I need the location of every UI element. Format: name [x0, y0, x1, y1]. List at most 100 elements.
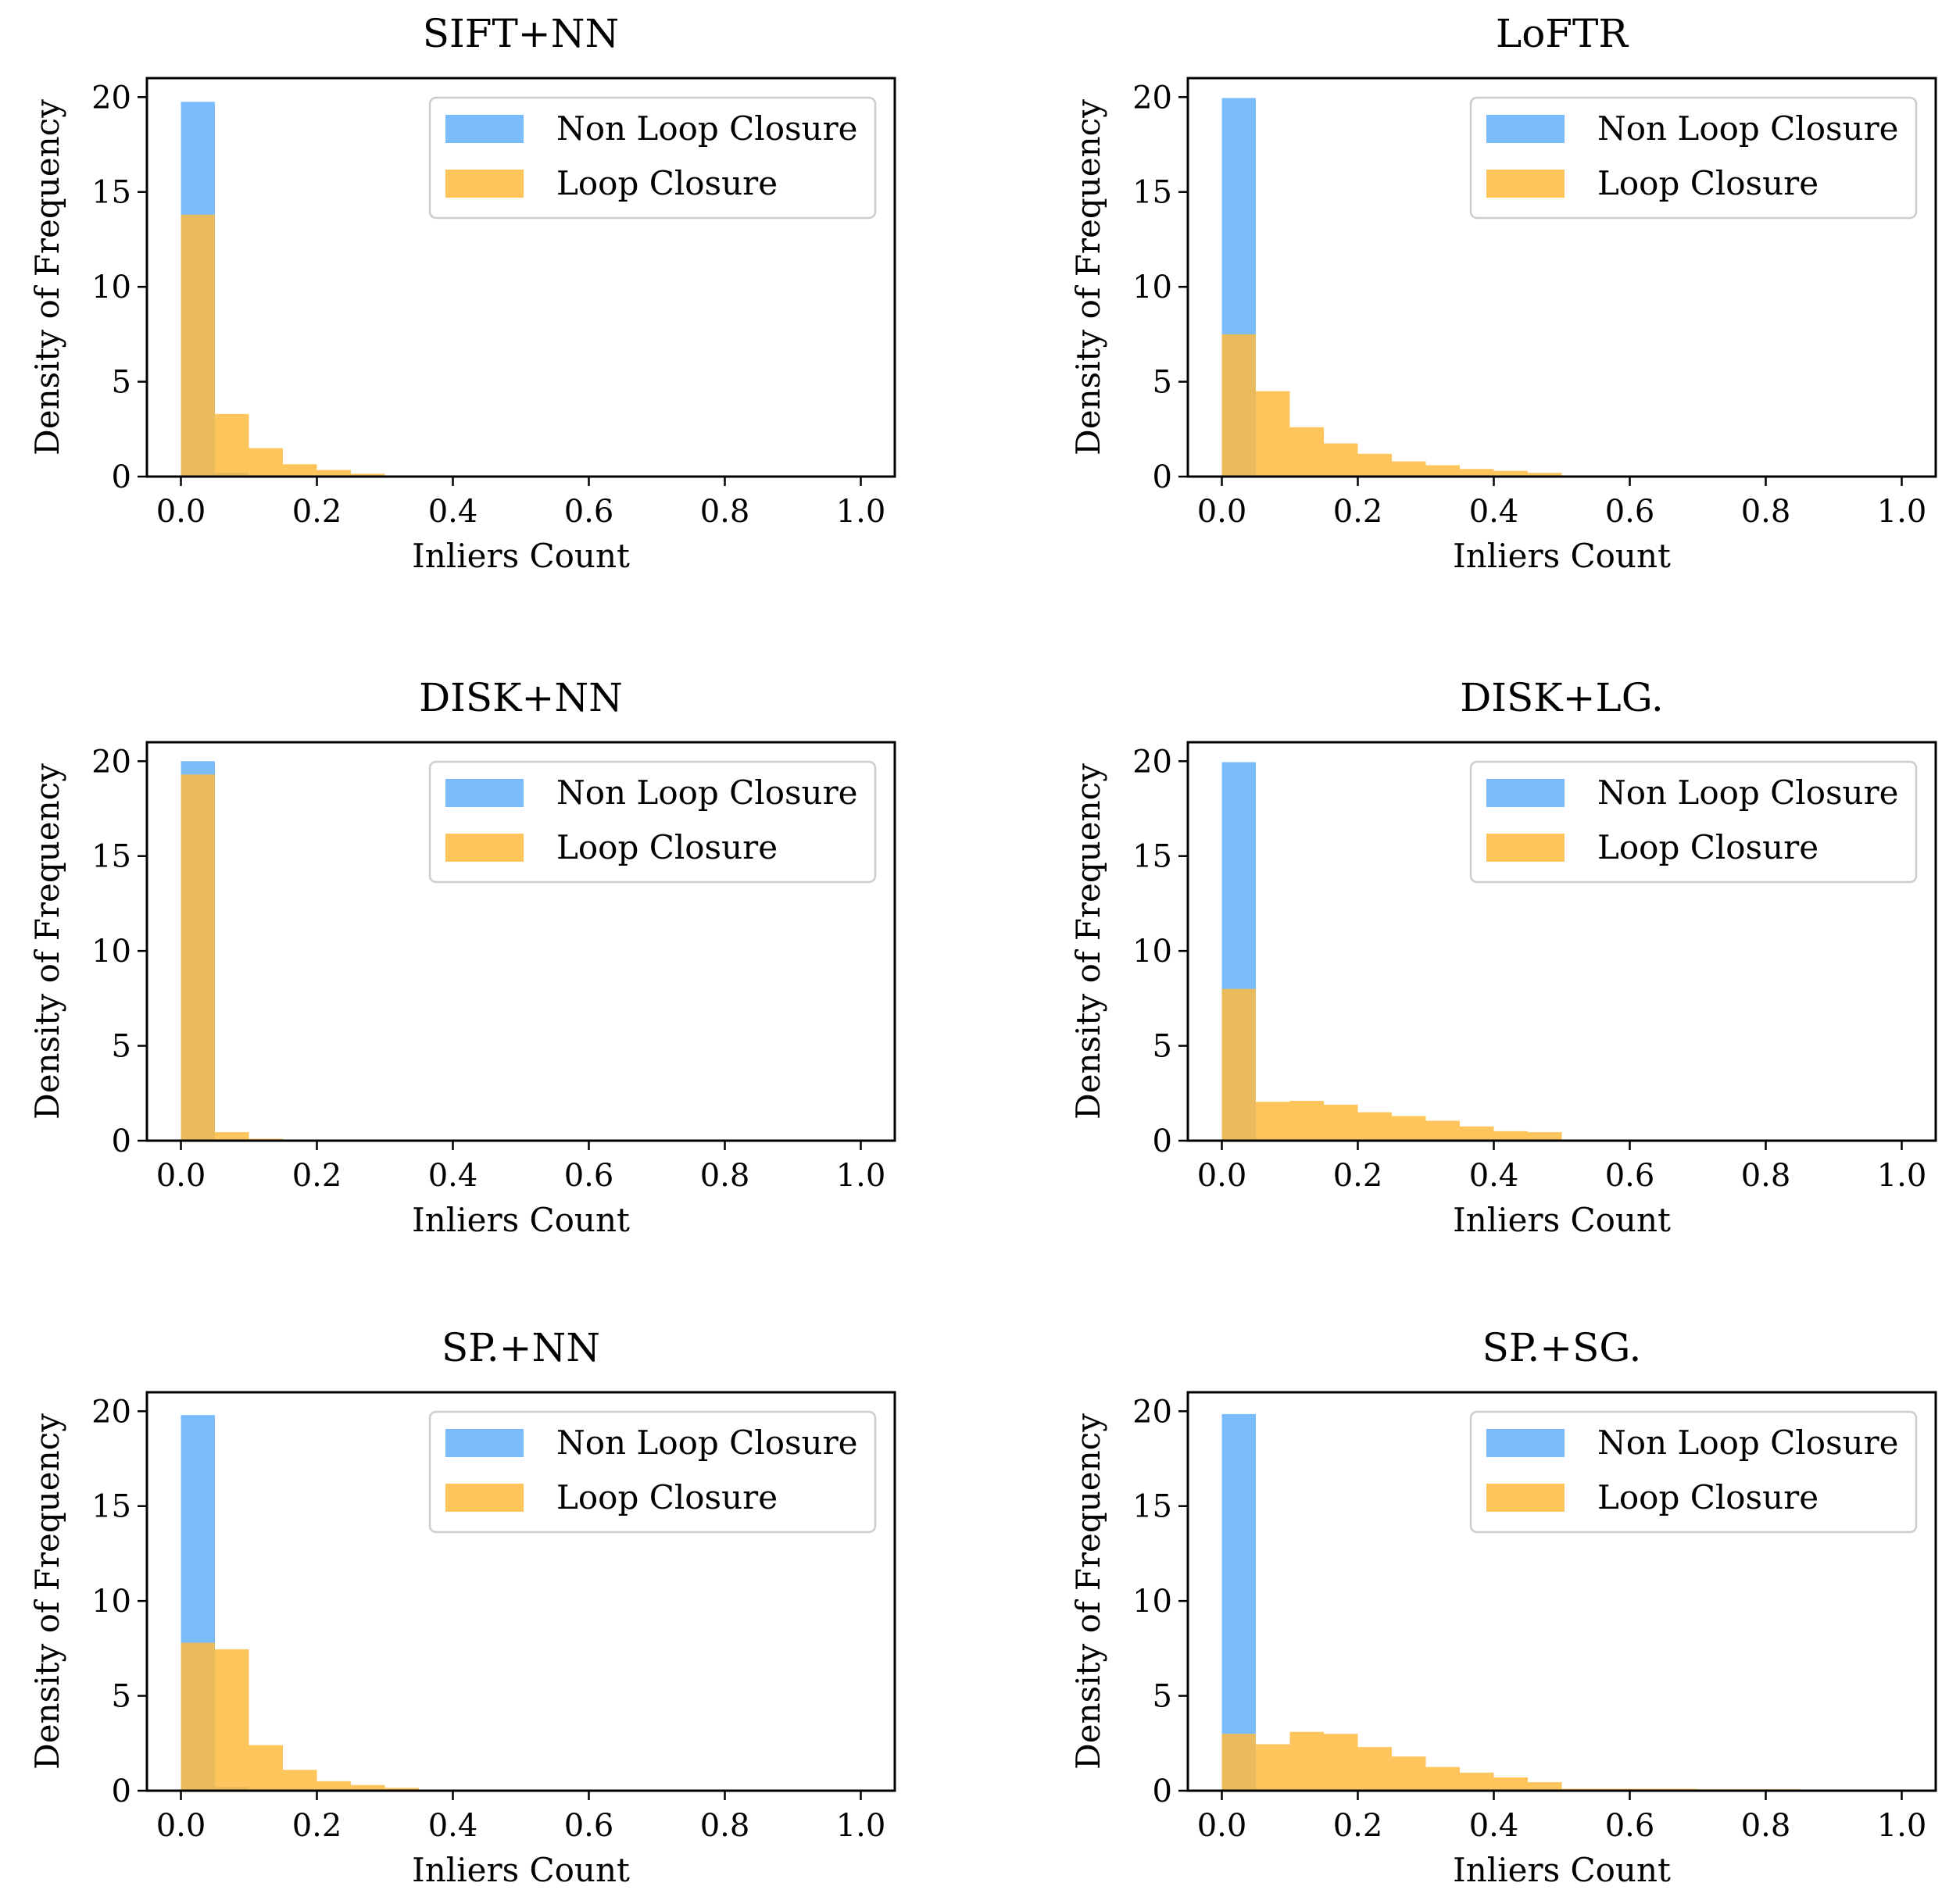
y-tick-label: 0	[1153, 1123, 1172, 1159]
legend-swatch	[445, 779, 524, 807]
legend-swatch	[445, 1484, 524, 1512]
y-tick-label: 20	[1132, 1394, 1172, 1430]
histogram-bar	[1256, 1102, 1290, 1141]
chart-panel: DISK+LG. 0.0 0.2 0.4 0.6 0.8 1.0 0 5 10 15 20 Inlier…	[1069, 675, 1937, 1239]
chart-panel: SP.+NN 0.0 0.2 0.4 0.6 0.8 1.0 0 5 10 15 20 Inliers …	[28, 1325, 896, 1889]
histogram-bar	[1221, 988, 1256, 1141]
histogram-bar	[215, 1132, 249, 1141]
legend-swatch	[1486, 834, 1565, 862]
x-tick-label: 0.6	[564, 1808, 614, 1844]
histogram-bar	[1324, 1734, 1358, 1791]
x-tick-label: 0.2	[292, 1158, 342, 1194]
x-tick-label: 0.8	[700, 1158, 750, 1194]
histogram-bar	[351, 1784, 385, 1791]
y-tick-label: 10	[91, 934, 131, 970]
x-tick-label: 0.8	[1741, 1158, 1791, 1194]
x-tick-label: 1.0	[836, 1808, 886, 1844]
legend-label: Non Loop Closure	[556, 773, 858, 812]
x-tick-label: 0.2	[1333, 1158, 1383, 1194]
series-loop-closure	[181, 1642, 453, 1791]
legend-swatch	[445, 834, 524, 862]
y-tick-label: 5	[112, 1029, 131, 1065]
legend-label: Non Loop Closure	[1597, 1424, 1899, 1462]
series-loop-closure	[1221, 334, 1562, 477]
series-loop-closure	[1221, 1731, 1902, 1791]
y-tick-label: 15	[1132, 1489, 1172, 1525]
y-tick-label: 0	[112, 1774, 131, 1809]
histogram-bar	[1460, 469, 1494, 477]
y-tick-label: 10	[91, 270, 131, 305]
legend-label: Non Loop Closure	[1597, 773, 1899, 812]
series-loop-closure	[1221, 988, 1902, 1141]
x-tick-label: 0.8	[1741, 494, 1791, 530]
legend-swatch	[1486, 1429, 1565, 1457]
plot-frame	[1186, 77, 1937, 478]
y-tick-label: 20	[91, 744, 131, 780]
x-tick-label: 0.6	[1605, 494, 1655, 530]
histogram-bar	[1528, 1782, 1562, 1791]
y-tick-label: 0	[1153, 1774, 1172, 1809]
legend-label: Loop Closure	[556, 828, 778, 866]
legend: Non Loop Closure Loop Closure	[428, 1410, 877, 1534]
legend-label: Loop Closure	[1597, 828, 1818, 866]
y-tick-label: 20	[1132, 744, 1172, 780]
plot-frame	[145, 1391, 896, 1792]
x-tick-label: 0.6	[1605, 1808, 1655, 1844]
histogram-bar	[1324, 443, 1358, 477]
x-tick-label: 1.0	[1877, 1158, 1927, 1194]
x-tick-label: 0.4	[428, 494, 478, 530]
y-tick-label: 10	[91, 1584, 131, 1620]
legend: Non Loop Closure Loop Closure	[1469, 1410, 1918, 1534]
legend-box	[428, 760, 877, 884]
legend-swatch	[445, 1429, 524, 1457]
histogram-bar	[215, 413, 249, 477]
x-tick-label: 1.0	[1877, 494, 1927, 530]
y-tick-label: 10	[1132, 270, 1172, 305]
x-tick-label: 0.2	[292, 494, 342, 530]
histogram-bar	[181, 214, 215, 477]
histogram-bar	[1392, 1756, 1426, 1791]
legend-label: Loop Closure	[1597, 164, 1818, 202]
histogram-bar	[1425, 1120, 1460, 1141]
chart-panel: DISK+NN 0.0 0.2 0.4 0.6 0.8 1.0 0 5 10 15 20 Inliers…	[28, 675, 896, 1239]
legend-swatch	[445, 115, 524, 143]
chart-title: DISK+NN	[419, 675, 623, 720]
y-tick-label: 15	[1132, 175, 1172, 211]
legend-swatch	[1486, 170, 1565, 198]
histogram-bar	[1493, 1777, 1528, 1791]
x-tick-label: 0.0	[156, 1808, 206, 1844]
chart-panel: SP.+SG. 0.0 0.2 0.4 0.6 0.8 1.0 0 5 10 15 20 Inliers…	[1069, 1325, 1937, 1889]
histogram-bar	[181, 774, 215, 1141]
x-tick-label: 0.4	[428, 1158, 478, 1194]
x-axis-label: Inliers Count	[412, 1201, 630, 1239]
x-tick-label: 0.4	[1469, 494, 1519, 530]
plot-frame	[1186, 741, 1937, 1142]
legend: Non Loop Closure Loop Closure	[428, 760, 877, 884]
histogram-bar	[1221, 1734, 1256, 1791]
legend-label: Loop Closure	[556, 164, 778, 202]
x-tick-label: 0.0	[1197, 1808, 1247, 1844]
x-tick-label: 0.2	[1333, 1808, 1383, 1844]
histogram-bar	[1357, 1747, 1392, 1791]
y-tick-label: 15	[1132, 839, 1172, 875]
y-tick-label: 0	[112, 459, 131, 495]
histogram-bar	[351, 473, 385, 477]
legend-box	[1469, 760, 1918, 884]
legend-label: Non Loop Closure	[1597, 109, 1899, 148]
legend-box	[428, 1410, 877, 1534]
y-tick-label: 5	[1153, 1679, 1172, 1715]
legend-swatch	[1486, 779, 1565, 807]
x-tick-label: 0.0	[1197, 494, 1247, 530]
histogram-bar	[1357, 453, 1392, 477]
histogram-bar	[283, 464, 317, 477]
y-tick-label: 15	[91, 1489, 131, 1525]
x-tick-label: 1.0	[836, 494, 886, 530]
x-axis-label: Inliers Count	[412, 537, 630, 575]
legend-swatch	[1486, 1484, 1565, 1512]
x-axis-label: Inliers Count	[412, 1851, 630, 1889]
x-tick-label: 0.8	[1741, 1808, 1791, 1844]
histogram-bar	[1528, 1132, 1562, 1141]
y-tick-label: 0	[112, 1123, 131, 1159]
histogram-bar	[316, 1781, 351, 1791]
y-axis-label: Density of Frequency	[1069, 763, 1107, 1120]
